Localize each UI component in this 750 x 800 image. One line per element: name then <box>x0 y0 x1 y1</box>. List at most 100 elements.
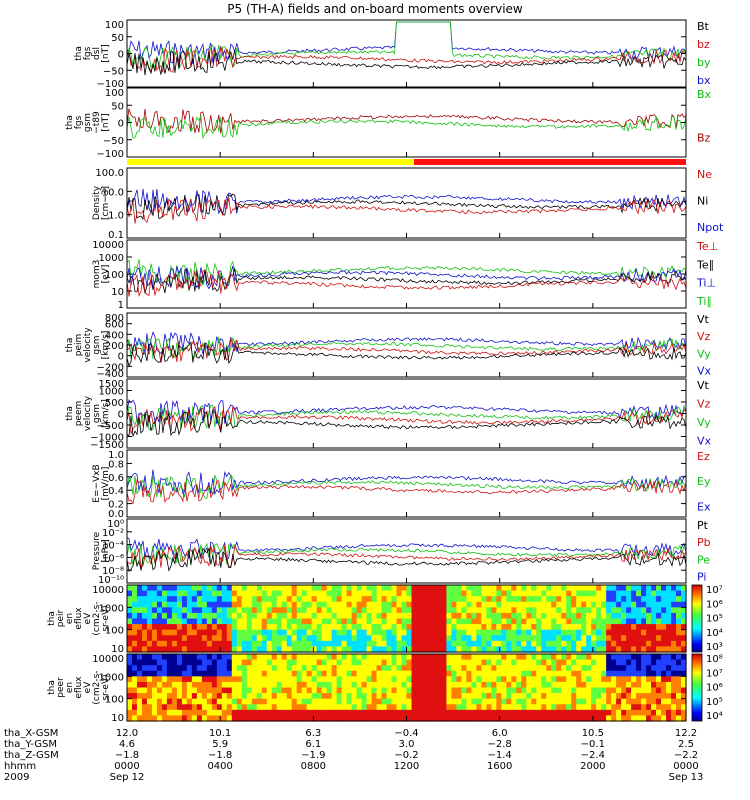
spectrogram-cell <box>511 612 517 620</box>
spectrogram-cell <box>296 709 303 717</box>
spectrogram-cell <box>416 601 423 608</box>
spectrogram-cell <box>321 687 328 694</box>
spectrogram-cell <box>556 676 562 683</box>
xaxis-value: −2.8 <box>488 739 512 750</box>
spectrogram-cell <box>171 601 178 608</box>
spectrogram-cell <box>441 601 448 608</box>
xaxis-value: 10.1 <box>209 728 231 739</box>
spectrogram-cell <box>196 665 203 672</box>
spectrogram-cell <box>316 612 323 620</box>
spectrogram-cell <box>376 687 383 694</box>
spectrogram-cell <box>456 665 463 672</box>
spectrogram-cell <box>611 681 617 689</box>
spectrogram-cell <box>486 635 492 642</box>
xaxis-value: 6.1 <box>305 739 321 750</box>
spectrogram-cell <box>586 596 592 603</box>
spectrogram-cell <box>181 709 188 717</box>
spectrogram-cell <box>131 698 138 705</box>
spectrogram-cell <box>311 681 318 689</box>
spectrogram-cell <box>356 709 363 717</box>
spectrogram-cell <box>361 601 368 608</box>
ytick-label: 100.0 <box>95 168 124 179</box>
spectrogram-cell <box>571 585 577 592</box>
spectrogram-cell <box>236 596 243 603</box>
spectrogram-cell <box>581 698 587 705</box>
spectrogram-cell <box>661 635 667 642</box>
spectrogram-cell <box>601 715 607 722</box>
spectrogram-cell <box>661 629 667 636</box>
spectrogram-cell <box>281 670 288 677</box>
spectrogram-cell <box>206 659 213 666</box>
spectrogram-cell <box>176 687 183 694</box>
spectrogram-cell <box>616 640 622 648</box>
spectrogram-cell <box>426 635 433 642</box>
xaxis-value: Sep 13 <box>669 772 704 783</box>
ytick-label: 0.8 <box>108 459 124 470</box>
spectrogram-cell <box>531 618 537 625</box>
spectrogram-cell <box>191 640 198 648</box>
spectrogram-cell <box>511 709 517 717</box>
spectrogram-cell <box>246 635 253 642</box>
spectrogram-cell <box>191 693 198 700</box>
spectrogram-cell <box>166 624 173 631</box>
spectrogram-cell <box>201 659 208 666</box>
spectrogram-cell <box>511 635 517 642</box>
ytick-label: 1 <box>118 300 124 311</box>
spectrogram-cell <box>346 646 353 653</box>
spectrogram-cell <box>336 709 343 717</box>
spectrogram-cell <box>316 715 323 722</box>
spectrogram-cell <box>441 704 448 711</box>
spectrogram-cell <box>401 607 408 614</box>
spectrogram-cell <box>431 646 438 653</box>
spectrogram-cell <box>391 601 398 608</box>
spectrogram-cell <box>576 709 582 717</box>
spectrogram-cell <box>651 693 657 700</box>
spectrogram-cell <box>356 665 363 672</box>
spectrogram-cell <box>221 687 228 694</box>
series-Bt <box>126 50 687 76</box>
spectrogram-cell <box>526 693 532 700</box>
spectrogram-cell <box>491 612 497 620</box>
spectrogram-cell <box>601 596 607 603</box>
spectrogram-cell <box>426 687 433 694</box>
spectrogram-cell <box>151 654 158 661</box>
spectrogram-cell <box>441 618 448 625</box>
spectrogram-cell <box>526 687 532 694</box>
ytick-label: −200 <box>97 362 124 373</box>
spectrogram-cell <box>181 704 188 711</box>
spectrogram-cell <box>671 659 677 666</box>
spectrogram-cell <box>176 629 183 636</box>
spectrogram-cell <box>491 681 497 689</box>
spectrogram-cell <box>391 612 398 620</box>
spectrogram-cell <box>651 585 657 592</box>
spectrogram-cell <box>181 640 188 648</box>
spectrogram-cell <box>351 612 358 620</box>
spectrogram-cell <box>211 585 218 592</box>
spectrogram-cell <box>571 624 577 631</box>
spectrogram-cell <box>401 624 408 631</box>
spectrogram-cell <box>231 590 238 597</box>
spectrogram-cell <box>636 698 642 705</box>
spectrogram-cell <box>546 659 552 666</box>
spectrogram-cell <box>331 698 338 705</box>
spectrogram-cell <box>186 618 193 625</box>
spectrogram-cell <box>586 612 592 620</box>
spectrogram-cell <box>601 629 607 636</box>
spectrogram-cell <box>266 640 273 648</box>
spectrogram-cell <box>406 715 413 722</box>
spectrogram-cell <box>386 596 393 603</box>
ytick-label: 400 <box>105 330 124 341</box>
spectrogram-cell <box>571 618 577 625</box>
spectrogram-cell <box>201 590 208 597</box>
legend-Vx: Vx <box>697 364 712 377</box>
spectrogram-cell <box>561 624 567 631</box>
spectrogram-cell <box>631 629 637 636</box>
spectrogram-cell <box>141 607 148 614</box>
spectrogram-cell <box>156 704 163 711</box>
spectrogram-cell <box>636 670 642 677</box>
spectrogram-cell <box>231 607 238 614</box>
spectrogram-cell <box>431 654 438 661</box>
spectrogram-cell <box>371 654 378 661</box>
spectrogram-cell <box>176 624 183 631</box>
spectrogram-cell <box>226 670 233 677</box>
